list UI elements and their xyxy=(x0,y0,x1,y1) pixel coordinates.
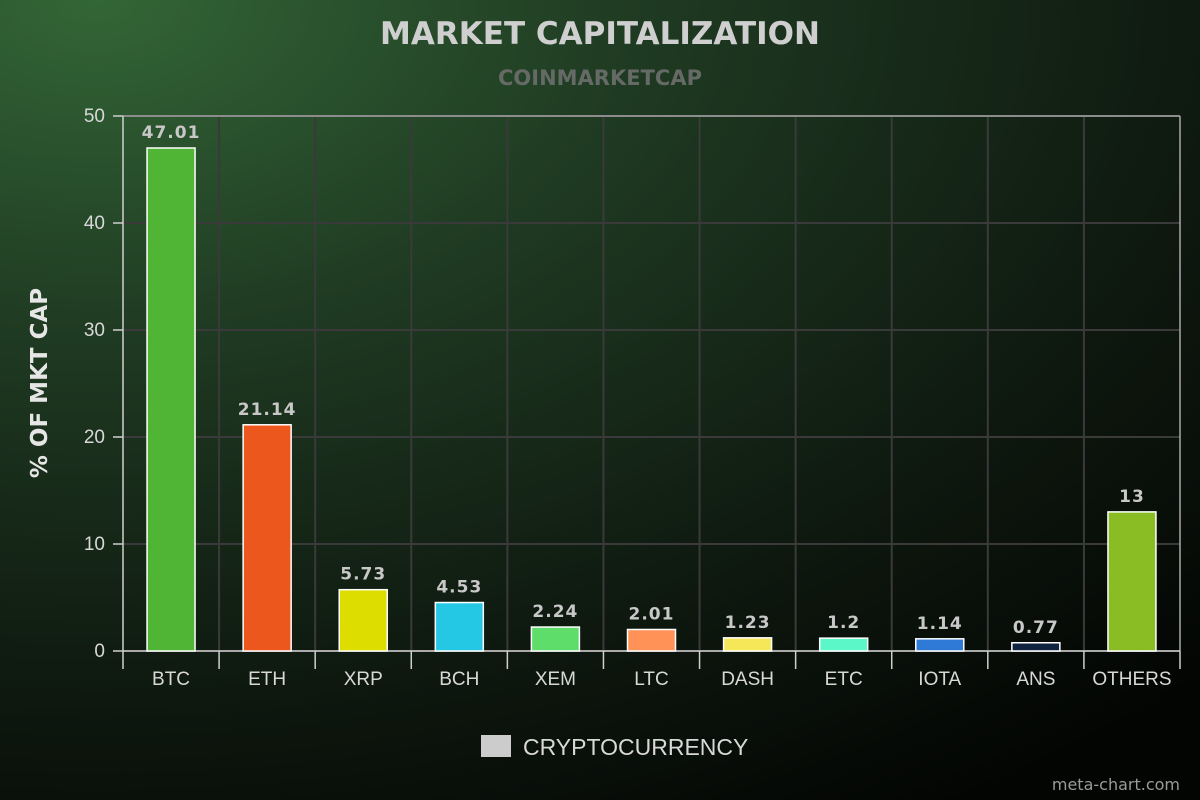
x-tick-label-ans: ANS xyxy=(1016,669,1055,690)
x-tick-label-eth: ETH xyxy=(248,669,286,690)
x-tick-label-dash: DASH xyxy=(721,669,774,690)
bar-btc[interactable] xyxy=(146,147,196,652)
bar-bch[interactable] xyxy=(434,601,485,652)
data-label-eth: 21.14 xyxy=(238,400,297,420)
data-label-iota: 1.14 xyxy=(917,614,963,634)
y-tick-label: 0 xyxy=(94,641,105,662)
data-label-ans: 0.77 xyxy=(1013,618,1059,638)
bar-others[interactable] xyxy=(1107,511,1157,652)
chart-subtitle: COINMARKETCAP xyxy=(498,66,702,90)
legend-label[interactable]: CRYPTOCURRENCY xyxy=(523,734,748,760)
x-tick-label-etc: ETC xyxy=(825,669,863,690)
x-tick-label-xem: XEM xyxy=(535,669,576,690)
data-label-ltc: 2.01 xyxy=(629,604,675,624)
legend-swatch[interactable] xyxy=(481,735,511,757)
data-label-etc: 1.2 xyxy=(827,613,860,633)
bar-xem[interactable] xyxy=(530,626,581,652)
bar-ans[interactable] xyxy=(1011,642,1061,652)
y-tick-label: 30 xyxy=(84,320,105,341)
y-tick-label: 40 xyxy=(84,213,105,234)
bar-eth[interactable] xyxy=(242,424,292,652)
x-tick-label-ltc: LTC xyxy=(634,669,668,690)
data-label-xrp: 5.73 xyxy=(340,565,386,585)
y-axis-label: % OF MKT CAP xyxy=(27,288,53,478)
y-tick-label: 20 xyxy=(84,427,105,448)
x-tick-label-btc: BTC xyxy=(152,669,190,690)
bar-etc[interactable] xyxy=(818,637,869,652)
bar-dash[interactable] xyxy=(722,637,773,652)
data-label-others: 13 xyxy=(1119,487,1145,507)
x-tick-label-xrp: XRP xyxy=(344,669,383,690)
bar-ltc[interactable] xyxy=(626,628,677,652)
watermark[interactable]: meta-chart.com xyxy=(1052,775,1180,794)
data-label-dash: 1.23 xyxy=(725,613,771,633)
data-label-btc: 47.01 xyxy=(142,123,201,143)
data-label-xem: 2.24 xyxy=(532,602,578,622)
y-tick-label: 50 xyxy=(84,106,105,127)
x-tick-label-iota: IOTA xyxy=(918,669,961,690)
chart-title: MARKET CAPITALIZATION xyxy=(380,16,820,52)
bar-iota[interactable] xyxy=(915,638,965,652)
plot-area: 0 10 20 30 40 50 47.01 BTC 21.14 ETH 5.73 XRP 4.53 BC… xyxy=(84,106,1181,690)
legend[interactable]: CRYPTOCURRENCY xyxy=(481,734,748,760)
x-tick-label-bch: BCH xyxy=(439,669,479,690)
bar-xrp[interactable] xyxy=(338,588,388,652)
x-tick-label-others: OTHERS xyxy=(1092,669,1171,690)
y-tick-label: 10 xyxy=(84,534,105,555)
data-label-bch: 4.53 xyxy=(436,578,482,598)
